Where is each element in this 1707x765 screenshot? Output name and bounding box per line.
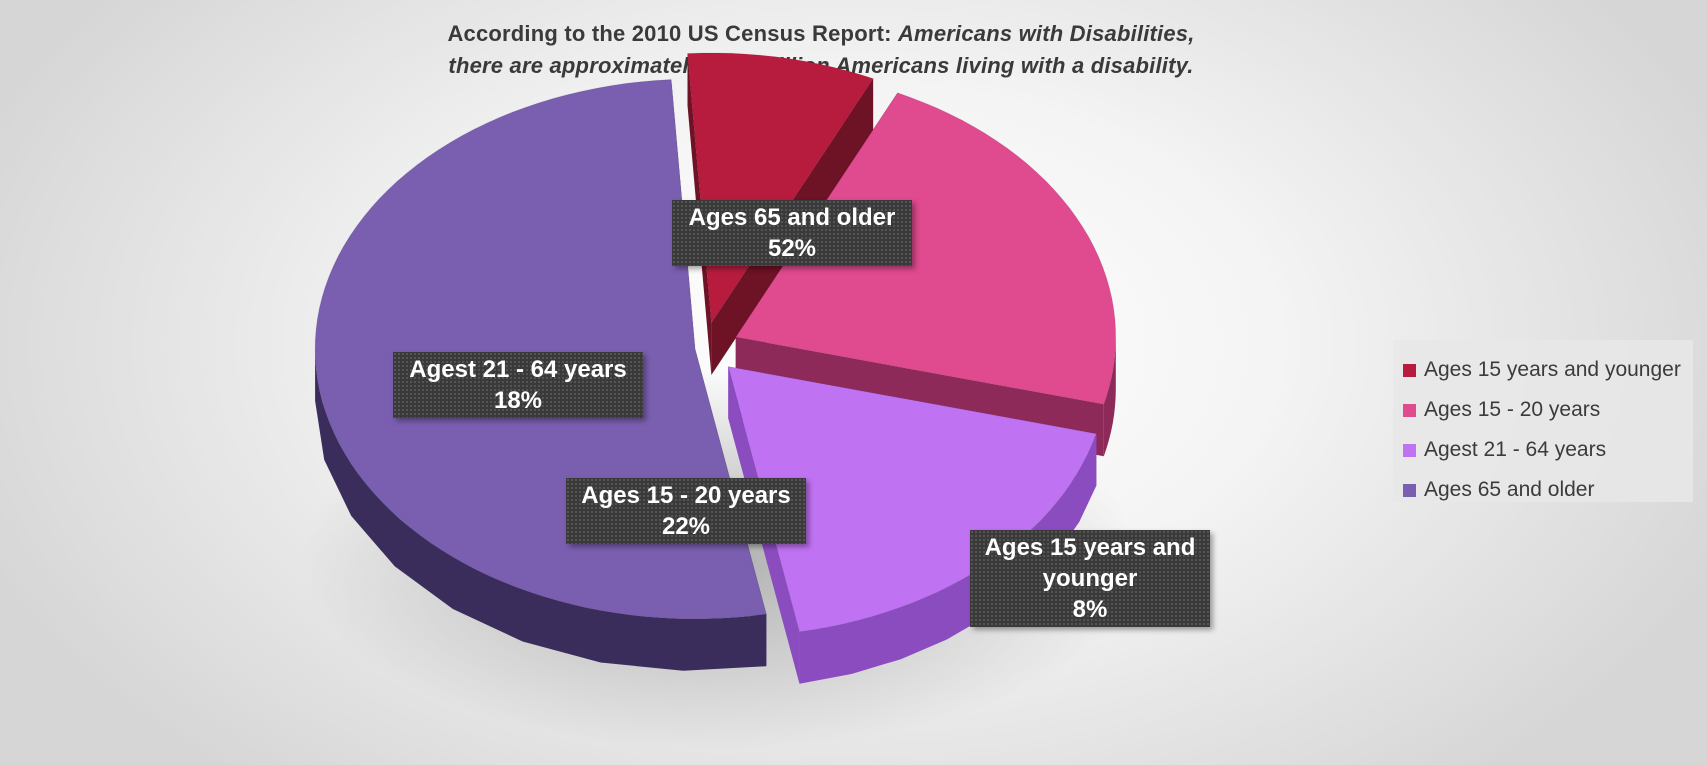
pie-slice-agest-21-64-outer-wall bbox=[799, 433, 1097, 684]
legend: Ages 15 years and younger Ages 15 - 20 y… bbox=[1393, 340, 1693, 502]
legend-item: Ages 65 and older bbox=[1403, 475, 1594, 505]
legend-swatch-agest-21-64 bbox=[1403, 443, 1416, 457]
data-label-name: younger bbox=[1042, 565, 1138, 592]
legend-label: Ages 15 years and younger bbox=[1424, 358, 1681, 381]
legend-item: Agest 21 - 64 years bbox=[1403, 435, 1606, 465]
data-label-name: Agest 21 - 64 years bbox=[409, 356, 627, 383]
pie-slice-ages-65-older-outer-wall bbox=[315, 348, 767, 671]
legend-label: Ages 15 - 20 years bbox=[1424, 398, 1601, 421]
data-label-ages-65-older: Ages 65 and older 52% bbox=[672, 200, 912, 266]
data-label-agest-21-64: Agest 21 - 64 years 18% bbox=[393, 352, 643, 418]
data-label-ages-15-20: Ages 15 - 20 years 22% bbox=[566, 478, 806, 544]
chart-title-plain: According to the 2010 US Census Report: bbox=[447, 21, 898, 46]
pie-slice-ages-15-20 bbox=[734, 92, 1117, 405]
chart-title: According to the 2010 US Census Report: … bbox=[0, 18, 1642, 82]
legend-swatch-ages-15-20 bbox=[1403, 403, 1416, 417]
data-label-ages-15-and-younger: Ages 15 years and younger 8% bbox=[970, 530, 1210, 627]
legend-label: Ages 65 and older bbox=[1424, 478, 1595, 501]
legend-item: Ages 15 - 20 years bbox=[1403, 395, 1600, 425]
data-label-value: 22% bbox=[661, 513, 711, 540]
data-label-name: Ages 15 years and bbox=[984, 534, 1196, 561]
chart-title-italic: Americans with Disabilities, bbox=[897, 21, 1195, 46]
pie-slice-ages-15-20-outer-wall bbox=[1103, 337, 1116, 457]
legend-item: Ages 15 years and younger bbox=[1403, 355, 1681, 385]
legend-label: Agest 21 - 64 years bbox=[1424, 438, 1607, 461]
data-label-value: 52% bbox=[767, 235, 817, 262]
data-label-name: Ages 15 - 20 years bbox=[581, 482, 791, 509]
data-label-value: 8% bbox=[1072, 596, 1108, 623]
legend-swatch-ages-15-and-younger bbox=[1403, 363, 1416, 377]
data-label-value: 18% bbox=[493, 387, 543, 414]
data-label-name: Ages 65 and older bbox=[688, 204, 896, 231]
chart-title-line1: According to the 2010 US Census Report: … bbox=[0, 18, 1642, 50]
legend-swatch-ages-65-older bbox=[1403, 483, 1416, 497]
